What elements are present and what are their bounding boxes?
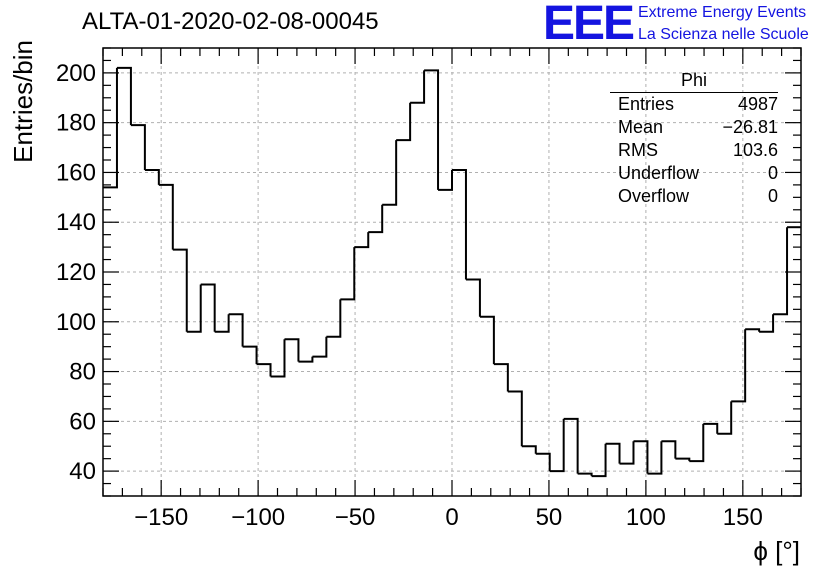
stats-row-overflow: Overflow 0 (610, 185, 778, 208)
histogram-bin (186, 284, 202, 333)
stats-label: Entries (618, 94, 675, 114)
histogram-bin (479, 315, 495, 365)
histogram-bin (452, 168, 467, 280)
histogram-bin (298, 356, 314, 363)
y-axis-label: Entries/bin (8, 40, 38, 163)
y-tick-label: 60 (69, 408, 96, 435)
histogram-bin (591, 443, 607, 478)
histogram-bin (144, 168, 160, 185)
histogram-bin (675, 457, 691, 462)
histogram-bin (535, 452, 551, 472)
histogram-bin (368, 204, 384, 234)
histogram-bin (703, 422, 719, 434)
histogram-bin (242, 345, 258, 365)
histogram-bin (633, 440, 649, 474)
histogram-bin (256, 363, 272, 377)
axis-ticks (102, 47, 802, 497)
y-tick-label: 40 (69, 458, 96, 485)
logo-line-2: La Scienza nelle Scuole (638, 26, 809, 43)
eee-logo: EEE (543, 0, 635, 50)
stats-label: Underflow (618, 163, 700, 183)
y-tick-label: 80 (69, 359, 96, 386)
histogram-bin (577, 472, 593, 477)
y-tick-label: 100 (56, 309, 96, 336)
histogram-bin (521, 445, 537, 454)
histogram-bin (103, 67, 118, 189)
stats-row-underflow: Underflow 0 (610, 162, 778, 185)
histogram-bin (116, 66, 132, 126)
histogram-bin (172, 248, 188, 332)
stats-value: 4987 (737, 94, 778, 114)
stats-label: Overflow (618, 186, 690, 206)
x-tick-label: 50 (536, 504, 563, 531)
grid-lines (103, 48, 801, 496)
x-tick-label: 0 (445, 504, 458, 531)
stats-title: Phi (610, 70, 778, 93)
x-tick-label: 100 (626, 504, 666, 531)
stats-box: Phi Entries 4987 Mean −26.81 RMS 103.6 U… (610, 70, 778, 208)
histogram-bin (284, 338, 300, 362)
histogram-bin (717, 401, 733, 435)
histogram-bin (465, 278, 481, 317)
histogram-bin (745, 328, 761, 332)
y-tick-label: 180 (56, 110, 96, 137)
histogram-bin (130, 124, 146, 170)
stats-value: 103.6 (732, 140, 778, 160)
x-axis-label: ϕ [°] (753, 536, 800, 566)
histogram-bin (270, 339, 286, 378)
histogram-bin (396, 102, 412, 142)
histogram-bin (382, 140, 398, 206)
histogram-bin (689, 423, 705, 463)
stats-row-mean: Mean −26.81 (610, 116, 778, 139)
histogram-bin (507, 390, 523, 447)
stats-label: RMS (618, 140, 658, 160)
histogram-bin (158, 183, 174, 250)
stats-value: 0 (767, 163, 778, 183)
y-tick-label: 200 (56, 60, 96, 87)
histogram-bin (661, 440, 677, 459)
histogram-bin (354, 232, 370, 249)
histogram-bin (605, 442, 621, 464)
histogram-bin (326, 299, 342, 338)
histogram-bin (228, 313, 244, 347)
histogram-bin (731, 329, 747, 403)
stats-row-entries: Entries 4987 (610, 93, 778, 116)
stats-label: Mean (618, 117, 664, 137)
histogram-bin (200, 283, 216, 332)
histogram-bin (619, 441, 635, 465)
x-tick-label: 150 (723, 504, 763, 531)
histogram-bin (563, 417, 579, 474)
histogram-bin (493, 363, 509, 392)
histogram-bin (549, 418, 565, 473)
histogram-bin (214, 314, 230, 333)
stats-row-rms: RMS 103.6 (610, 139, 778, 162)
stats-value: 0 (767, 186, 778, 206)
logo-line-1: Extreme Energy Events (638, 4, 807, 21)
histogram-bin (438, 169, 453, 191)
y-tick-label: 120 (56, 259, 96, 286)
y-tick-label: 140 (56, 209, 96, 236)
chart-title: ALTA-01-2020-02-08-00045 (82, 8, 379, 35)
x-tick-label: −100 (231, 504, 285, 531)
y-tick-labels: 40 60 80 100 120 140 160 180 200 (56, 60, 96, 485)
histogram-bin (773, 227, 789, 316)
histogram-bin (410, 70, 426, 104)
histogram-bin (312, 336, 328, 358)
histogram-series (103, 66, 801, 478)
histogram-bin (424, 69, 440, 190)
histogram-bin (647, 441, 663, 475)
x-tick-label: −50 (335, 504, 376, 531)
x-tick-labels: −150 −100 −50 0 50 100 150 (134, 504, 763, 531)
histogram-bin (340, 247, 356, 301)
y-tick-label: 160 (56, 159, 96, 186)
stats-value: −26.81 (722, 117, 778, 137)
histogram-bin (759, 314, 775, 333)
x-tick-label: −150 (134, 504, 188, 531)
